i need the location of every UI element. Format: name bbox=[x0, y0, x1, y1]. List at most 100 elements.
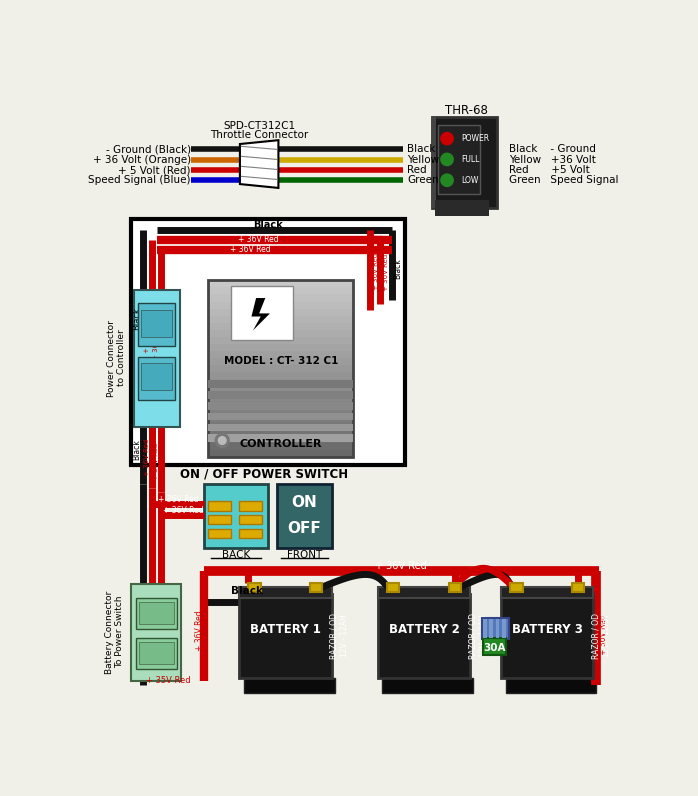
Bar bbox=[208, 515, 232, 525]
Bar bbox=[489, 619, 493, 638]
Text: + 36V Red: + 36V Red bbox=[158, 494, 199, 504]
Text: Black: Black bbox=[393, 259, 402, 279]
Bar bbox=[248, 583, 261, 592]
Polygon shape bbox=[251, 298, 270, 330]
Bar bbox=[208, 423, 353, 431]
Bar bbox=[208, 380, 353, 387]
Text: + 36V Red: + 36V Red bbox=[144, 439, 150, 476]
Text: Yellow: Yellow bbox=[407, 155, 439, 166]
Bar bbox=[208, 373, 353, 380]
Bar bbox=[208, 380, 353, 388]
Bar bbox=[208, 394, 353, 401]
Bar bbox=[208, 295, 353, 302]
Text: BACK: BACK bbox=[222, 550, 250, 560]
Bar bbox=[208, 436, 353, 443]
Text: FULL: FULL bbox=[461, 155, 480, 164]
Text: OFF: OFF bbox=[288, 521, 322, 536]
Bar bbox=[449, 583, 461, 592]
Bar bbox=[483, 638, 506, 655]
Text: + 36V Red: + 36V Red bbox=[153, 443, 159, 480]
Bar bbox=[208, 422, 353, 430]
Text: BATTERY 2: BATTERY 2 bbox=[389, 622, 459, 636]
Bar bbox=[208, 330, 353, 338]
Bar bbox=[502, 619, 505, 638]
Bar bbox=[208, 337, 353, 345]
Bar bbox=[501, 587, 593, 598]
Text: CONTROLLER: CONTROLLER bbox=[239, 439, 322, 449]
Text: + 36 Volt (Orange): + 36 Volt (Orange) bbox=[93, 155, 191, 166]
Text: THR-68: THR-68 bbox=[445, 104, 488, 118]
Text: Black: Black bbox=[407, 144, 436, 154]
Text: + 36V Red: + 36V Red bbox=[383, 254, 389, 291]
Text: + 36V Red: + 36V Red bbox=[195, 611, 204, 651]
Text: + 36V Red: + 36V Red bbox=[163, 506, 203, 515]
Text: Black: Black bbox=[132, 439, 141, 460]
Bar bbox=[572, 583, 584, 592]
Bar bbox=[505, 677, 596, 693]
Text: Black: Black bbox=[253, 220, 283, 230]
Bar bbox=[208, 351, 353, 359]
Bar bbox=[139, 603, 174, 624]
Bar bbox=[131, 584, 181, 681]
Text: LOW: LOW bbox=[461, 176, 478, 185]
Text: Yellow   +36 Volt: Yellow +36 Volt bbox=[509, 155, 595, 166]
Bar bbox=[208, 323, 353, 330]
Text: SPD-CT312C1: SPD-CT312C1 bbox=[223, 121, 295, 131]
Bar bbox=[136, 599, 177, 629]
Bar bbox=[208, 387, 353, 394]
Bar bbox=[208, 280, 353, 288]
Bar bbox=[378, 595, 470, 677]
Bar bbox=[136, 638, 177, 669]
Bar bbox=[208, 280, 353, 458]
Text: Black: Black bbox=[231, 586, 263, 595]
Bar bbox=[208, 435, 353, 442]
Bar bbox=[208, 400, 353, 408]
Bar bbox=[277, 485, 332, 548]
Text: + 36V Red: + 36V Red bbox=[230, 245, 271, 254]
Bar bbox=[208, 529, 232, 538]
Text: + 5 Volt (Red): + 5 Volt (Red) bbox=[118, 166, 191, 175]
Bar bbox=[431, 117, 436, 208]
Circle shape bbox=[441, 132, 453, 145]
Bar bbox=[208, 451, 353, 458]
Bar bbox=[496, 619, 499, 638]
Text: Red: Red bbox=[407, 166, 426, 175]
Text: + 35V Red: + 35V Red bbox=[146, 677, 191, 685]
Text: RAZOR / OD
12V - 12AH: RAZOR / OD 12V - 12AH bbox=[591, 613, 611, 659]
Text: Black: Black bbox=[132, 307, 141, 330]
Text: ON / OFF POWER SWITCH: ON / OFF POWER SWITCH bbox=[181, 468, 348, 481]
Bar bbox=[208, 402, 353, 410]
Text: + 36V Red: + 36V Red bbox=[599, 615, 608, 655]
Bar bbox=[208, 358, 353, 365]
Bar bbox=[208, 429, 353, 436]
Bar bbox=[431, 117, 497, 208]
Bar bbox=[205, 485, 267, 548]
Bar bbox=[142, 310, 172, 337]
Text: Black    - Ground: Black - Ground bbox=[509, 144, 595, 154]
Bar bbox=[208, 501, 232, 510]
Text: Battery Connector
To Power Switch: Battery Connector To Power Switch bbox=[105, 591, 124, 674]
Bar bbox=[239, 515, 262, 525]
Bar bbox=[239, 529, 262, 538]
Bar bbox=[208, 391, 353, 399]
Text: + 36V Red: + 36V Red bbox=[144, 316, 150, 353]
Bar bbox=[208, 316, 353, 323]
Bar bbox=[208, 344, 353, 352]
Bar bbox=[383, 677, 473, 693]
Text: - Ground (Black): - Ground (Black) bbox=[105, 144, 191, 154]
Bar bbox=[482, 618, 510, 639]
Text: Green: Green bbox=[407, 175, 438, 185]
Bar bbox=[501, 595, 593, 677]
Bar bbox=[310, 583, 322, 592]
Bar bbox=[208, 309, 353, 316]
Text: + 36V Red: + 36V Red bbox=[153, 323, 159, 361]
Text: BATTERY 1: BATTERY 1 bbox=[250, 622, 321, 636]
Bar bbox=[138, 357, 175, 400]
Text: POWER: POWER bbox=[461, 135, 489, 143]
Text: + 36V Red: + 36V Red bbox=[238, 235, 279, 244]
Text: Power Connector
to Controller: Power Connector to Controller bbox=[107, 320, 126, 396]
Bar bbox=[436, 201, 489, 216]
Bar bbox=[239, 595, 332, 677]
Bar bbox=[208, 443, 353, 451]
Bar bbox=[378, 587, 470, 598]
